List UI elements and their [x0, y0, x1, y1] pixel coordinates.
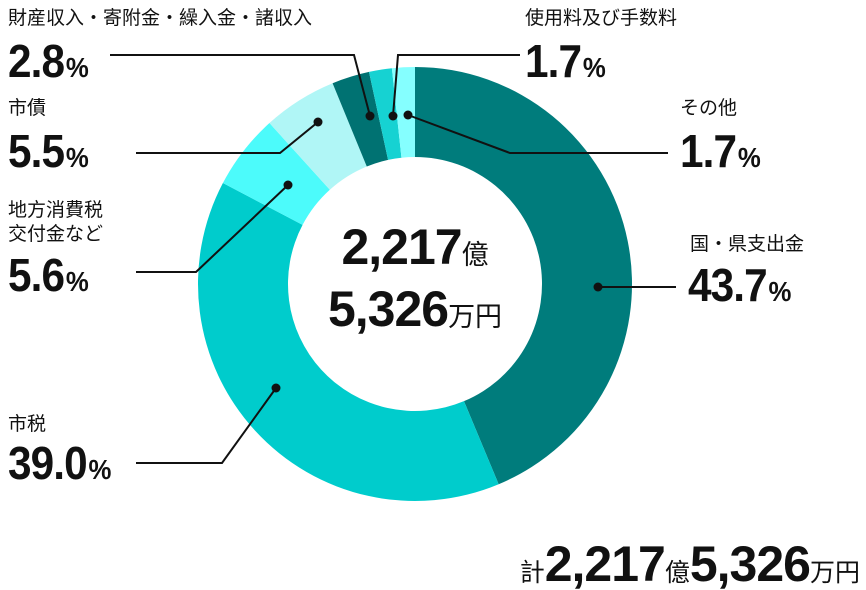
- total-number: 5,326: [689, 536, 811, 590]
- leader-line: [136, 184, 289, 273]
- category-label: 財産収入・寄附金・繰入金・諸収入: [8, 7, 313, 29]
- category-label: その他: [680, 97, 738, 119]
- donut-slice: [197, 183, 499, 502]
- value-label: 39.0%: [8, 437, 111, 489]
- leader-line: [136, 387, 277, 464]
- leader-line: [407, 114, 668, 154]
- center-unit: 億: [461, 240, 489, 271]
- value-label: 5.6%: [8, 249, 89, 301]
- category-label: 市債: [8, 97, 47, 119]
- total-label: 計2,217億5,326万円: [520, 535, 860, 590]
- leader-dot: [593, 282, 603, 292]
- center-label: 2,217億 5,326万円: [300, 222, 530, 346]
- total-number: 2,217: [544, 536, 666, 590]
- category-label: 地方消費税 交付金など: [8, 199, 104, 245]
- leader-line: [136, 121, 319, 154]
- donut-slice: [222, 123, 330, 225]
- leader-dot: [365, 111, 375, 121]
- value-label: 1.7%: [680, 125, 761, 177]
- donut-slice: [368, 68, 402, 160]
- leader-dot: [403, 110, 413, 120]
- center-row: 5,326万円: [300, 284, 530, 346]
- category-label: 使用料及び手数料: [525, 7, 678, 29]
- value-label: 1.7%: [525, 35, 606, 87]
- donut-slice: [415, 67, 632, 485]
- leader-dot: [388, 111, 398, 121]
- donut-slice: [332, 71, 389, 167]
- donut-slice: [269, 83, 367, 190]
- center-number: 5,326: [327, 281, 449, 337]
- leader-dot: [271, 383, 281, 393]
- donut-slice: [391, 67, 415, 158]
- total-unit: 億: [664, 558, 690, 587]
- total-unit: 万円: [809, 558, 860, 587]
- leader-line: [392, 54, 520, 117]
- leader-dot: [313, 117, 323, 127]
- value-label: 5.5%: [8, 125, 89, 177]
- category-label: 市税: [8, 413, 47, 435]
- center-unit: 万円: [448, 302, 503, 333]
- category-label: 国・県支出金: [690, 233, 805, 255]
- total-prefix: 計: [519, 558, 545, 587]
- leader-line: [110, 54, 371, 117]
- center-row: 2,217億: [300, 222, 530, 284]
- value-label: 43.7%: [688, 259, 791, 311]
- value-label: 2.8%: [8, 35, 89, 87]
- center-number: 2,217: [341, 219, 462, 275]
- leader-dot: [283, 180, 293, 190]
